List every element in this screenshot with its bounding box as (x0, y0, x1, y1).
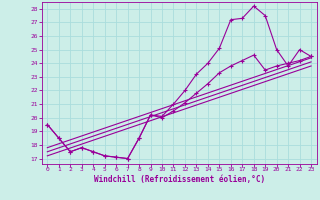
X-axis label: Windchill (Refroidissement éolien,°C): Windchill (Refroidissement éolien,°C) (94, 175, 265, 184)
